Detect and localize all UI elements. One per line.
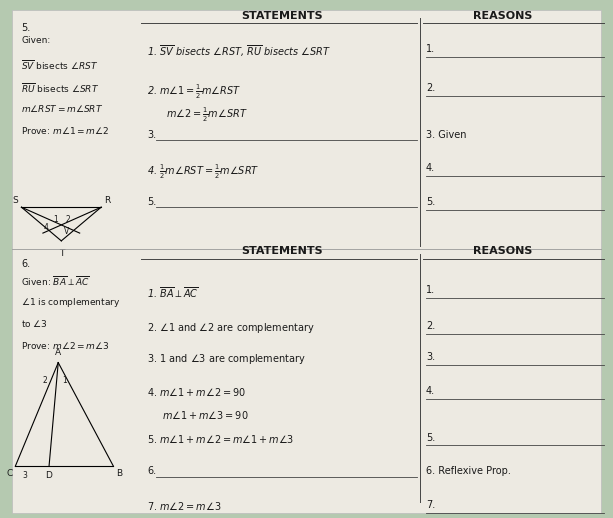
Text: 1. $\overline{BA} \perp \overline{AC}$: 1. $\overline{BA} \perp \overline{AC}$: [147, 285, 199, 300]
Text: D: D: [45, 471, 53, 480]
Text: 5.: 5.: [147, 197, 156, 207]
Text: 4: 4: [44, 223, 48, 233]
Text: 2. $\angle 1$ and $\angle 2$ are complementary: 2. $\angle 1$ and $\angle 2$ are complem…: [147, 321, 315, 335]
Text: $m\angle 1 + m\angle 3 = 90$: $m\angle 1 + m\angle 3 = 90$: [162, 409, 249, 421]
Text: 2: 2: [65, 215, 70, 224]
Text: 2. $m\angle 1 = \frac{1}{2}m\angle RST$: 2. $m\angle 1 = \frac{1}{2}m\angle RST$: [147, 83, 242, 101]
Text: REASONS: REASONS: [473, 11, 532, 21]
Text: T: T: [59, 249, 64, 257]
Text: 1.: 1.: [426, 285, 435, 295]
Text: V: V: [64, 227, 69, 236]
Text: R: R: [104, 196, 110, 205]
Text: B: B: [116, 469, 123, 478]
FancyBboxPatch shape: [12, 10, 601, 513]
Text: 3: 3: [22, 471, 27, 480]
Text: 1.: 1.: [426, 44, 435, 54]
Text: Prove: $m\angle 2 = m\angle 3$: Prove: $m\angle 2 = m\angle 3$: [21, 340, 110, 351]
Text: 6.: 6.: [21, 259, 31, 269]
Text: 6. Reflexive Prop.: 6. Reflexive Prop.: [426, 466, 511, 476]
Text: Prove: $m\angle 1 = m\angle 2$: Prove: $m\angle 1 = m\angle 2$: [21, 125, 110, 136]
Text: 4.: 4.: [426, 163, 435, 173]
Text: STATEMENTS: STATEMENTS: [241, 11, 323, 21]
Text: to $\angle 3$: to $\angle 3$: [21, 318, 48, 329]
Text: $\overline{SV}$ bisects $\angle RST$: $\overline{SV}$ bisects $\angle RST$: [21, 59, 99, 73]
Text: 4. $\frac{1}{2}m\angle RST = \frac{1}{2}m\angle SRT$: 4. $\frac{1}{2}m\angle RST = \frac{1}{2}…: [147, 163, 259, 181]
Text: STATEMENTS: STATEMENTS: [241, 247, 323, 256]
Text: 2: 2: [42, 376, 47, 384]
Text: 4.: 4.: [426, 386, 435, 396]
Text: C: C: [6, 469, 12, 478]
Text: 2.: 2.: [426, 321, 435, 331]
Text: 2.: 2.: [426, 83, 435, 93]
Text: A: A: [55, 349, 61, 357]
Text: 5. $m\angle 1 + m\angle 2 = m\angle 1 + m\angle 3$: 5. $m\angle 1 + m\angle 2 = m\angle 1 + …: [147, 433, 294, 444]
Text: 4. $m\angle 1 + m\angle 2 = 90$: 4. $m\angle 1 + m\angle 2 = 90$: [147, 386, 246, 398]
Text: 3.: 3.: [147, 130, 156, 139]
Text: 5.: 5.: [426, 433, 435, 442]
Text: $\angle 1$ is complementary: $\angle 1$ is complementary: [21, 296, 121, 309]
Text: $\overline{RU}$ bisects $\angle SRT$: $\overline{RU}$ bisects $\angle SRT$: [21, 81, 100, 95]
Text: 1. $\overline{SV}$ bisects $\angle RST$, $\overline{RU}$ bisects $\angle SRT$: 1. $\overline{SV}$ bisects $\angle RST$,…: [147, 44, 331, 60]
Text: 5.: 5.: [21, 23, 31, 33]
Text: 6.: 6.: [147, 466, 156, 476]
Text: 3. 1 and $\angle 3$ are complementary: 3. 1 and $\angle 3$ are complementary: [147, 352, 306, 366]
Text: Given:: Given:: [21, 36, 51, 45]
Text: 3. Given: 3. Given: [426, 130, 466, 139]
Text: REASONS: REASONS: [473, 247, 532, 256]
Text: 3.: 3.: [426, 352, 435, 362]
Text: 5.: 5.: [426, 197, 435, 207]
Text: 1: 1: [62, 376, 67, 384]
Text: 7.: 7.: [426, 500, 435, 510]
Text: Given: $\overline{BA} \perp \overline{AC}$: Given: $\overline{BA} \perp \overline{AC…: [21, 275, 90, 289]
Text: 7. $m\angle 2 = m\angle 3$: 7. $m\angle 2 = m\angle 3$: [147, 500, 221, 512]
Text: S: S: [13, 196, 18, 205]
Text: $m\angle RST = m\angle SRT$: $m\angle RST = m\angle SRT$: [21, 103, 104, 114]
Text: $m\angle 2 = \frac{1}{2}m\angle SRT$: $m\angle 2 = \frac{1}{2}m\angle SRT$: [166, 106, 247, 124]
Text: 1: 1: [53, 215, 58, 224]
